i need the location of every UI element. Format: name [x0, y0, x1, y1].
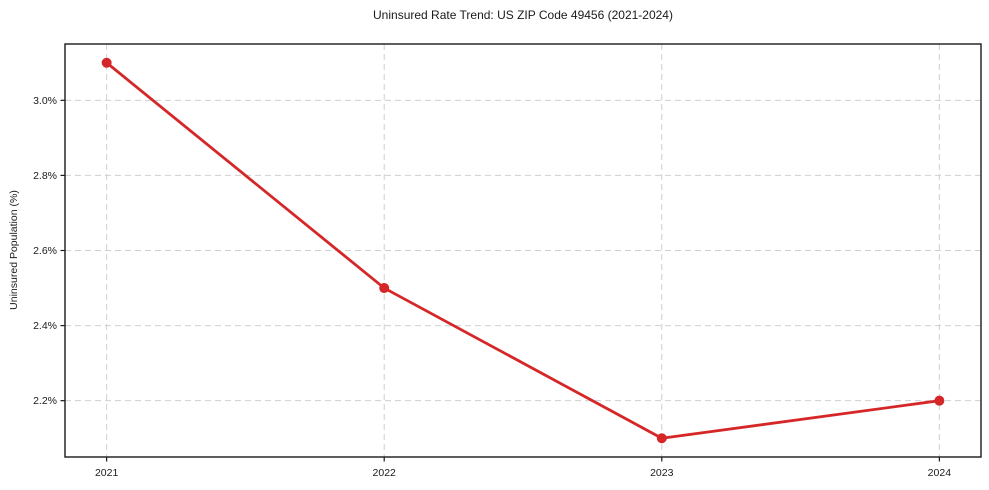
plot-border	[64, 43, 982, 458]
x-tick-label: 2023	[650, 467, 674, 479]
data-line	[105, 61, 941, 440]
x-tick-label: 2021	[95, 467, 119, 479]
data-point	[656, 433, 667, 444]
data-point	[934, 395, 945, 406]
y-tick-label: 2.6%	[33, 245, 57, 257]
y-tick-label: 2.8%	[33, 170, 57, 182]
y-axis-label: Uninsured Population (%)	[8, 190, 20, 310]
y-tick-label: 2.4%	[33, 320, 57, 332]
y-tick-label: 3.0%	[33, 95, 57, 107]
y-tick-label: 2.2%	[33, 395, 57, 407]
data-point	[101, 57, 112, 68]
x-tick-label: 2022	[373, 467, 397, 479]
data-point	[379, 283, 390, 294]
chart-title: Uninsured Rate Trend: US ZIP Code 49456 …	[373, 8, 673, 22]
x-tick-label: 2024	[928, 467, 952, 479]
